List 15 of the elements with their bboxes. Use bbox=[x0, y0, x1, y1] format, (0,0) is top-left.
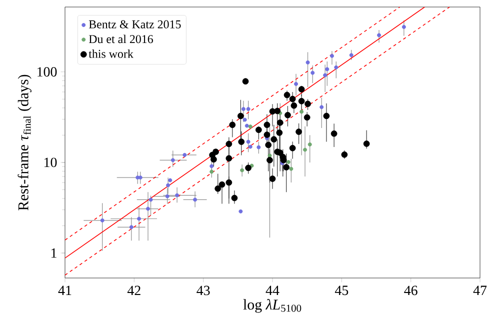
y-axis-title: Rest-frame τ$_{final}$ (days) bbox=[18, 74, 32, 210]
x-tick-label: 43 bbox=[196, 286, 210, 296]
y-tick-label: 1 bbox=[51, 248, 56, 258]
x-tick-label: 44 bbox=[266, 286, 280, 295]
legend-label: Du et al 2016 bbox=[88, 34, 153, 44]
x-tick-label: 41 bbox=[58, 286, 72, 295]
x-tick-label: 47 bbox=[473, 286, 487, 295]
legend-label: this work bbox=[88, 50, 134, 58]
x-tick-label: 45 bbox=[334, 286, 348, 296]
y-tick-label: 100 bbox=[38, 67, 57, 77]
y-tick-label: 10 bbox=[44, 158, 57, 168]
x-tick-label: 46 bbox=[404, 286, 418, 296]
legend-label: Bentz & Katz 2015 bbox=[88, 20, 181, 28]
x-tick-label: 42 bbox=[127, 286, 140, 295]
x-axis-title: log λL$_{5100}$ bbox=[243, 299, 302, 313]
